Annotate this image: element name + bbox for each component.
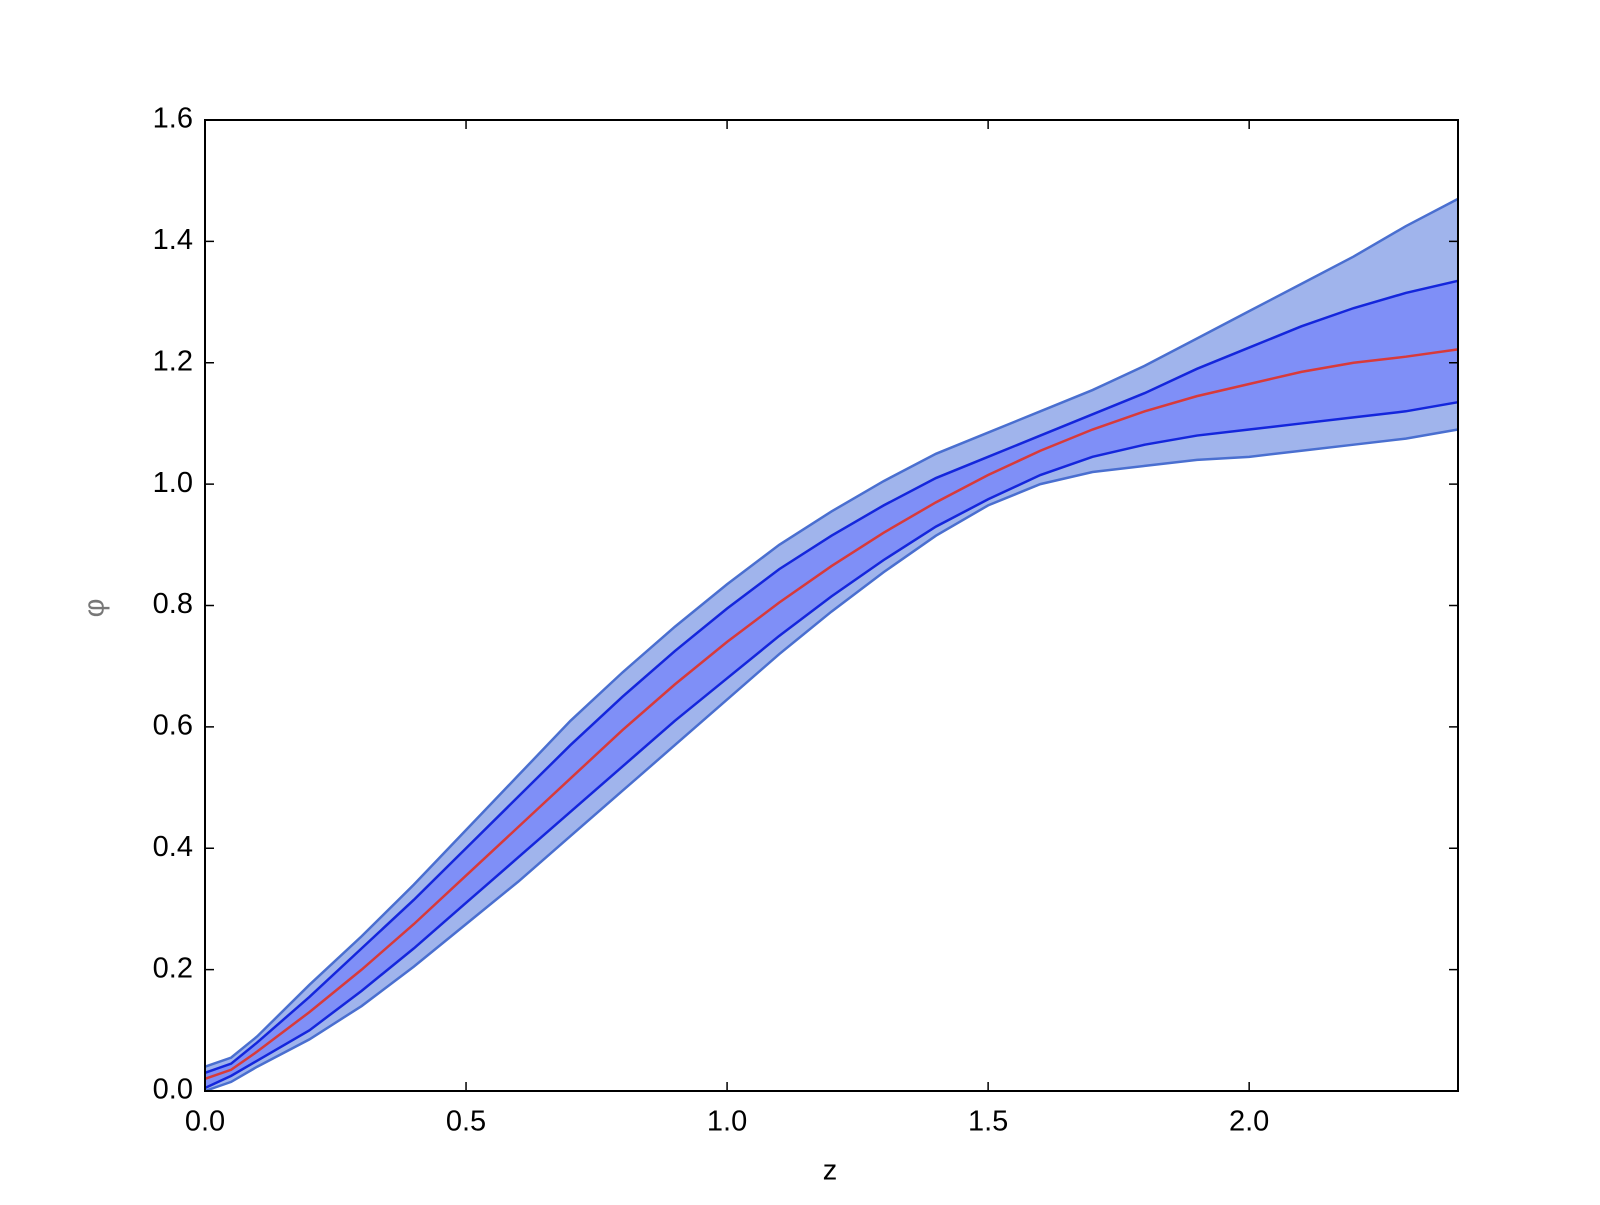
x-tick-label: 1.5 <box>968 1106 1008 1138</box>
y-tick-label: 1.4 <box>153 224 193 256</box>
x-tick-label: 0.5 <box>446 1106 486 1138</box>
x-tick-label: 2.0 <box>1229 1106 1269 1138</box>
y-tick-label: 1.6 <box>153 103 193 135</box>
y-tick-label: 1.0 <box>153 467 193 499</box>
band-lower-edge <box>204 400 1459 1090</box>
y-axis-label: φ <box>79 599 111 618</box>
y-tick-label: 1.2 <box>153 345 193 377</box>
y-tick-label: 0.2 <box>153 952 193 984</box>
band-upper-edge <box>204 279 1459 1074</box>
x-axis-label: z <box>823 1155 838 1187</box>
y-tick-label: 0.8 <box>153 588 193 620</box>
band-upper-edge <box>204 197 1459 1068</box>
x-tick-label: 0.0 <box>185 1106 225 1138</box>
y-tick-label: 0.0 <box>153 1074 193 1106</box>
x-tick-label: 1.0 <box>707 1106 747 1138</box>
band-lower-edge <box>204 428 1459 1093</box>
y-tick-label: 0.4 <box>153 831 193 863</box>
band-area <box>205 280 1458 1088</box>
y-tick-label: 0.6 <box>153 710 193 742</box>
line <box>204 348 1459 1081</box>
